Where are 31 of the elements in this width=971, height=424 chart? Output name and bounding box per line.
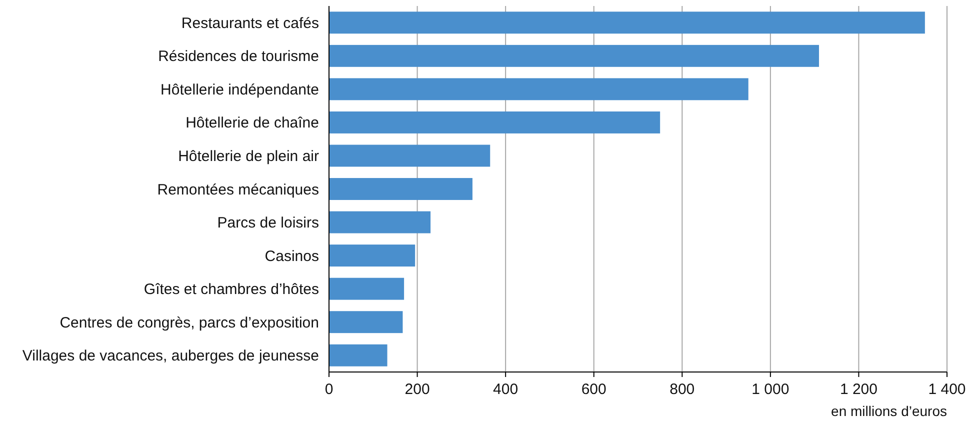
x-axis-title: en millions d’euros	[831, 403, 947, 419]
x-tick-label: 600	[581, 381, 606, 398]
x-tick-label: 1 400	[928, 381, 966, 398]
bar	[329, 278, 404, 300]
bar	[329, 144, 490, 167]
y-tick-label: Gîtes et chambres d’hôtes	[144, 281, 319, 298]
y-tick-label: Résidences de tourisme	[158, 48, 319, 66]
y-tick-label: Parcs de loisirs	[217, 214, 319, 232]
x-tick-label: 400	[493, 381, 518, 398]
bar	[329, 244, 416, 267]
x-tick-label: 1 200	[840, 381, 878, 398]
y-tick-label: Hôtellerie de plein air	[178, 148, 319, 165]
bar	[329, 111, 660, 134]
x-tick-label: 1 000	[752, 381, 790, 398]
x-tick-label: 800	[670, 381, 695, 398]
bar	[329, 78, 748, 100]
bar	[329, 311, 403, 334]
x-tick-label: 200	[404, 381, 430, 398]
y-tick-label: Casinos	[264, 248, 319, 265]
y-tick-label: Hôtellerie de chaîne	[186, 114, 319, 132]
bar	[329, 211, 431, 234]
bar	[329, 44, 819, 67]
y-tick-label: Remontées mécaniques	[157, 181, 319, 198]
bar	[329, 178, 472, 200]
y-tick-label: Hôtellerie indépendante	[160, 81, 319, 98]
y-tick-label: Restaurants et cafés	[181, 14, 319, 32]
y-tick-label: Villages de vacances, auberges de jeunesse	[22, 348, 319, 365]
bar	[329, 12, 925, 34]
y-tick-label: Centres de congrès, parcs d’exposition	[60, 314, 319, 332]
x-tick-label: 0	[324, 381, 334, 398]
bar	[329, 344, 388, 366]
